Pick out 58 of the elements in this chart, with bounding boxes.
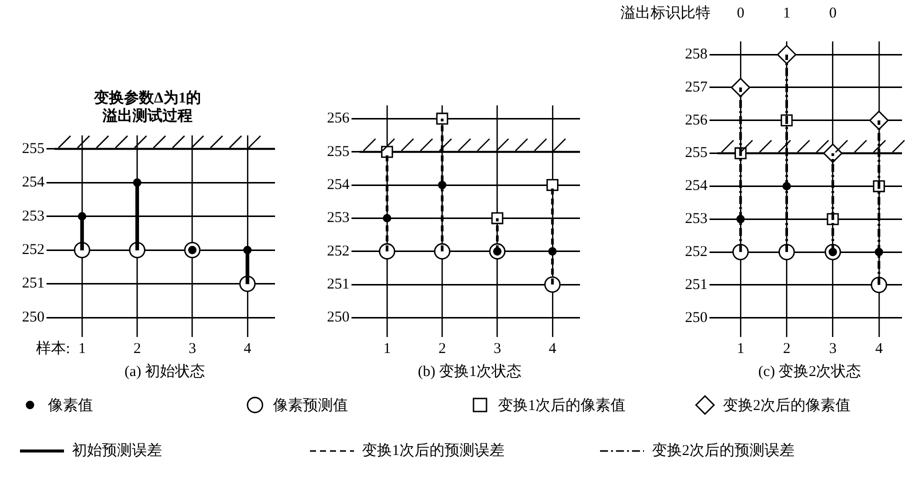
text: 样本: <box>36 340 70 357</box>
x-tick-label: 3 <box>494 340 502 357</box>
y-tick-label: 251 <box>685 276 708 293</box>
legend-label: 变换2次后的像素值 <box>723 396 850 414</box>
legend-label: 像素预测值 <box>273 396 348 414</box>
x-tick-label: 3 <box>829 340 837 357</box>
y-tick-label: 254 <box>327 176 350 193</box>
x-tick-label: 4 <box>548 340 557 357</box>
x-axis-title: (b) 变换1次状态 <box>418 362 522 380</box>
y-tick-label: 256 <box>685 112 708 128</box>
y-tick-label: 255 <box>22 140 44 157</box>
x-tick-label: 1 <box>383 340 391 357</box>
x-tick-label: 3 <box>188 340 196 357</box>
point <box>546 179 558 192</box>
point <box>378 243 396 260</box>
y-tick-label: 251 <box>22 276 44 292</box>
y-tick-label: 255 <box>685 145 708 162</box>
x-tick-label: 1 <box>78 340 86 357</box>
legend-label: 像素值 <box>48 396 93 414</box>
y-tick-label: 257 <box>685 79 708 96</box>
y-tick-label: 256 <box>327 110 350 127</box>
y-tick-label: 250 <box>22 309 44 326</box>
y-tick-label: 253 <box>22 208 44 224</box>
y-tick-label: 252 <box>327 243 350 260</box>
legend-label: 变换2次后的预测误差 <box>652 442 794 460</box>
y-tick-label: 255 <box>327 144 350 160</box>
y-tick-label: 252 <box>22 242 44 258</box>
y-tick-label: 253 <box>685 211 708 228</box>
point <box>776 44 796 64</box>
x-axis-title: (a) 初始状态 <box>124 362 205 380</box>
point <box>436 112 448 125</box>
text: 溢出标识比特 <box>620 4 711 22</box>
y-tick-label: 253 <box>327 210 350 226</box>
legend-label: 变换1次后的像素值 <box>498 396 626 414</box>
y-tick-label: 258 <box>685 46 708 62</box>
y-tick-label: 251 <box>327 276 350 292</box>
point <box>491 212 504 224</box>
x-tick-label: 2 <box>438 340 446 357</box>
x-tick-label: 4 <box>875 340 884 357</box>
legend-label: 初始预测误差 <box>72 442 162 460</box>
text: 0 <box>829 5 837 22</box>
chart-title: 变换参数Δ为1的溢出测试过程 <box>93 88 201 124</box>
x-tick-label: 2 <box>133 340 141 357</box>
text: 1 <box>782 5 790 22</box>
y-tick-label: 254 <box>22 174 45 191</box>
point <box>434 243 450 260</box>
x-tick-label: 1 <box>736 340 744 357</box>
x-axis-title: (c) 变换2次状态 <box>758 362 862 380</box>
y-tick-label: 250 <box>685 310 708 326</box>
y-tick-label: 252 <box>685 244 708 260</box>
legend-label: 变换1次后的预测误差 <box>362 442 504 460</box>
y-tick-label: 250 <box>327 310 350 326</box>
y-tick-label: 254 <box>685 178 708 194</box>
point <box>869 110 889 130</box>
x-tick-label: 4 <box>244 340 252 357</box>
text: 0 <box>736 5 744 22</box>
x-tick-label: 2 <box>782 340 790 357</box>
point <box>730 78 750 98</box>
